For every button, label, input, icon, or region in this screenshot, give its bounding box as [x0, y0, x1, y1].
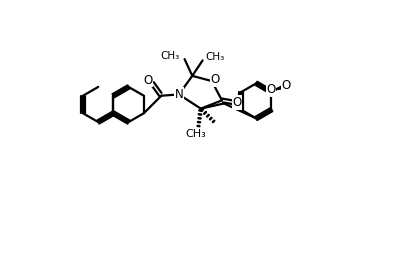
Text: CH₃: CH₃: [161, 51, 180, 61]
Text: O: O: [143, 74, 152, 87]
Text: N: N: [175, 88, 183, 101]
Text: O: O: [210, 73, 219, 86]
Text: O: O: [282, 79, 291, 92]
Text: CH₃: CH₃: [205, 52, 225, 61]
Text: O: O: [232, 96, 242, 109]
Text: O: O: [267, 83, 276, 96]
Text: CH₃: CH₃: [186, 130, 206, 139]
